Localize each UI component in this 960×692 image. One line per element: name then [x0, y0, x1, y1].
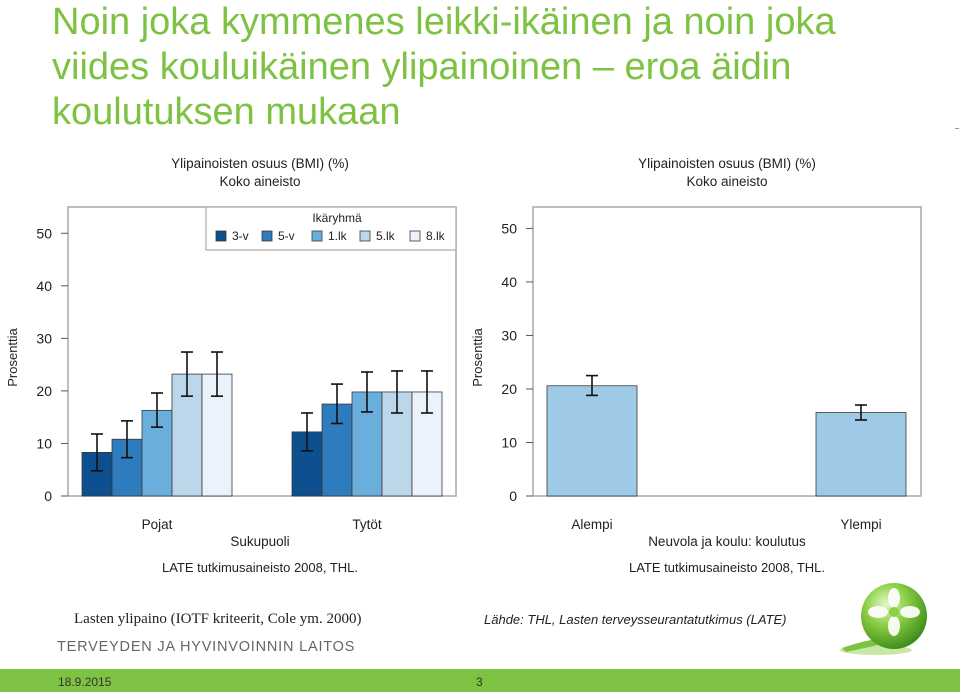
data-caption: Lasten ylipaino (IOTF kriteerit, Cole ym…	[74, 611, 362, 627]
chart-left: Ylipainoisten osuus (BMI) (%) Koko aineis…	[5, 156, 457, 575]
legend-label: 5-v	[278, 229, 295, 243]
page-number: 3	[476, 675, 483, 689]
x-axis-label: Neuvola ja koulu: koulutus	[648, 534, 806, 549]
x-axis-label: Sukupuoli	[230, 534, 289, 549]
y-tick-label: 50	[501, 220, 517, 236]
chart-source-note: LATE tutkimusaineisto 2008, THL.	[162, 560, 358, 575]
y-tick-label: 0	[509, 488, 517, 504]
y-tick-label: 10	[36, 435, 52, 451]
legend-swatch	[215, 230, 227, 242]
chart-right: Ylipainoisten osuus (BMI) (%) Koko aineis…	[470, 156, 922, 575]
x-tick-label: Tytöt	[352, 517, 382, 532]
x-tick-label: Alempi	[571, 517, 612, 532]
legend-box	[205, 206, 457, 251]
y-tick-label: 30	[501, 327, 517, 343]
chart-source-note: LATE tutkimusaineisto 2008, THL.	[629, 560, 825, 575]
legend-title: Ikäryhmä	[312, 211, 362, 225]
y-tick-label: 30	[36, 330, 52, 346]
legend-swatch	[359, 230, 371, 242]
legend-label: 3-v	[232, 229, 249, 243]
y-axis-label: Prosenttia	[5, 327, 20, 386]
thl-logo-icon	[840, 583, 927, 655]
chart-subtitle: Koko aineisto	[686, 174, 767, 189]
legend-swatch	[409, 230, 421, 242]
y-tick-label: 20	[36, 383, 52, 399]
charts-area: Ylipainoisten osuus (BMI) (%) Koko aineis…	[5, 156, 922, 575]
y-tick-label: 20	[501, 381, 517, 397]
organization-name: TERVEYDEN JA HYVINVOINNIN LAITOS	[57, 639, 356, 655]
y-tick-label: 10	[501, 434, 517, 450]
slide-title: Noin joka kymmenes leikki-ikäinen ja noi…	[52, 1, 836, 133]
footer-date: 18.9.2015	[58, 675, 112, 689]
x-tick-label: Ylempi	[840, 517, 881, 532]
legend-swatch	[261, 230, 273, 242]
chart-title: Ylipainoisten osuus (BMI) (%)	[171, 156, 349, 171]
chart-title: Ylipainoisten osuus (BMI) (%)	[638, 156, 816, 171]
legend-swatch	[311, 230, 323, 242]
footer-bar	[0, 669, 960, 692]
y-tick-label: 50	[36, 225, 52, 241]
legend-label: 5.lk	[376, 229, 396, 243]
stray-mark	[955, 128, 959, 129]
y-axis-label: Prosenttia	[470, 327, 485, 386]
y-tick-label: 40	[501, 274, 517, 290]
bar	[815, 412, 907, 497]
y-tick-label: 0	[44, 488, 52, 504]
x-tick-label: Pojat	[142, 517, 173, 532]
source-caption: Lähde: THL, Lasten terveysseurantatutkim…	[484, 612, 787, 627]
legend-label: 8.lk	[426, 229, 446, 243]
legend-label: 1.lk	[328, 229, 348, 243]
y-tick-label: 40	[36, 278, 52, 294]
chart-subtitle: Koko aineisto	[219, 174, 300, 189]
bar	[546, 385, 638, 497]
